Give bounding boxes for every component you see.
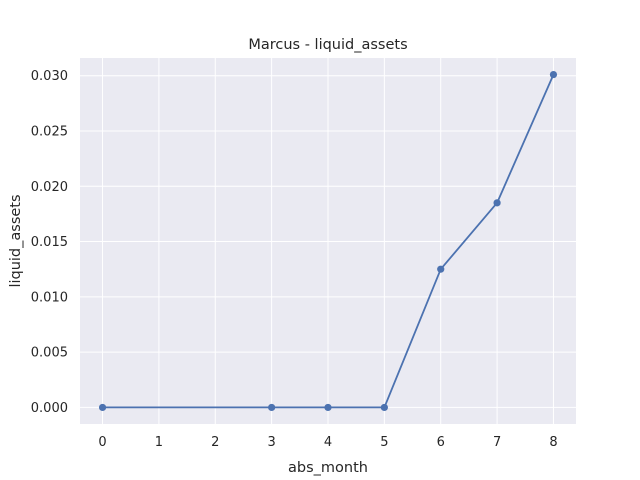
x-tick-label: 3: [267, 435, 275, 450]
y-tick-label: 0.020: [31, 180, 68, 195]
data-point: [380, 403, 388, 412]
y-tick-label: 0.005: [31, 346, 68, 361]
data-point: [98, 403, 107, 412]
series-layer: [98, 70, 558, 412]
y-tick-label: 0.015: [31, 235, 68, 250]
data-point: [324, 403, 332, 412]
x-gridlines: [102, 58, 554, 424]
y-tick-label: 0.030: [31, 69, 68, 84]
x-tick-labels: 0 1 2 3 4 5 6 7 8: [98, 435, 557, 450]
x-tick-label: 5: [380, 435, 388, 450]
y-tick-label: 0.010: [31, 290, 68, 305]
data-point: [268, 403, 276, 412]
y-tick-labels: 0.000 0.005 0.010 0.015 0.020 0.025 0.030: [31, 69, 68, 416]
data-point: [549, 70, 558, 79]
chart-title: Marcus - liquid_assets: [248, 37, 407, 53]
x-tick-label: 1: [155, 435, 163, 450]
x-tick-label: 2: [211, 435, 219, 450]
y-tick-label: 0.000: [31, 401, 68, 416]
x-tick-label: 4: [324, 435, 332, 450]
data-point: [493, 199, 501, 207]
data-point: [437, 265, 445, 273]
x-axis-label: abs_month: [288, 460, 368, 476]
x-tick-label: 8: [549, 435, 557, 450]
x-tick-label: 0: [98, 435, 106, 450]
y-axis-label: liquid_assets: [8, 194, 24, 287]
y-tick-label: 0.025: [31, 124, 68, 139]
x-tick-label: 7: [493, 435, 501, 450]
x-tick-label: 6: [437, 435, 445, 450]
